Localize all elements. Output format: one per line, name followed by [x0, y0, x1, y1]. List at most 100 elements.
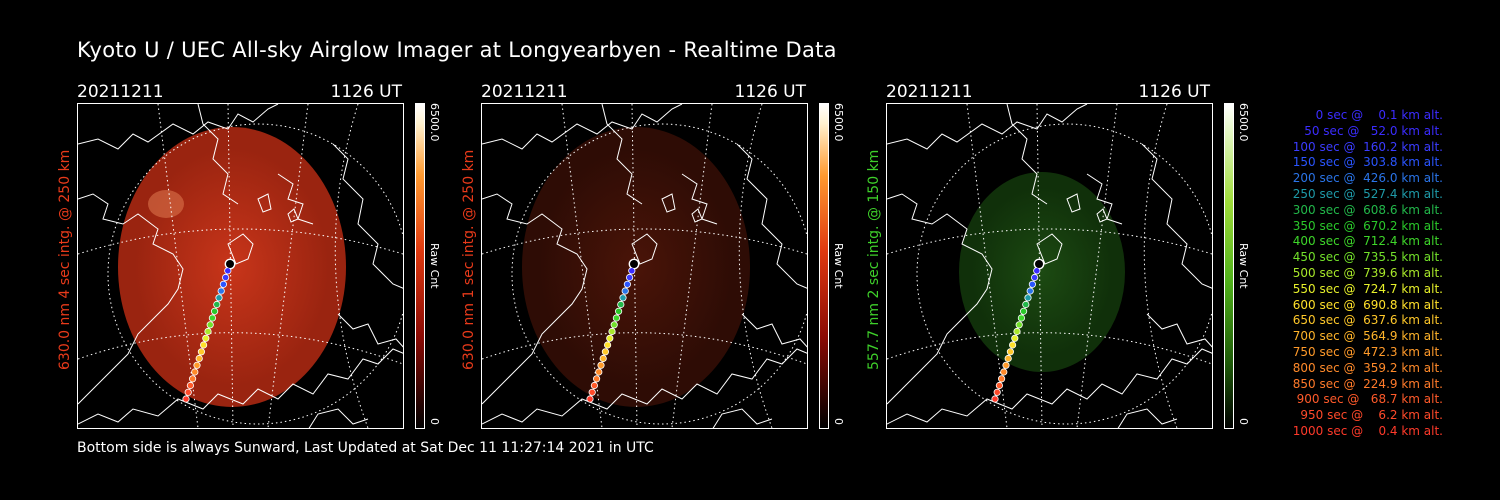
trajectory-point: [593, 375, 601, 383]
panel-3-side-label: 557.7 nm 2 sec intg. @ 150 km: [866, 149, 882, 370]
trajectory-point: [606, 334, 614, 342]
trajectory-point: [217, 287, 225, 295]
trajectory-point: [1011, 334, 1019, 342]
trajectory-point: [619, 294, 627, 302]
trajectory-point: [184, 388, 192, 396]
trajectory-point: [608, 327, 616, 336]
trajectory-point: [586, 395, 594, 403]
trajectory-point: [1031, 273, 1039, 282]
trajectory-point: [195, 354, 203, 363]
trajectory-point: [991, 395, 999, 403]
coastline: [601, 104, 643, 205]
panel-2-colorbar-max: 6500.0: [832, 103, 845, 142]
trajectory-start: [630, 260, 638, 268]
coastline: [887, 348, 1212, 425]
panel-1-colorbar-max: 6500.0: [428, 103, 441, 142]
legend-entry: 800 sec @ 359.2 km alt.: [1288, 360, 1443, 375]
coastline: [78, 104, 279, 150]
panel-2-date: 20211211: [481, 82, 568, 102]
trajectory-point: [610, 321, 618, 329]
trajectory-point: [1028, 280, 1036, 288]
coastline: [287, 208, 299, 223]
legend-entry: 450 sec @ 735.5 km alt.: [1288, 250, 1443, 265]
trajectory-point: [1020, 307, 1028, 315]
legend-entry: 100 sec @ 160.2 km alt.: [1288, 139, 1443, 154]
trajectory-point: [193, 361, 201, 369]
trajectory-point: [599, 354, 607, 363]
coastline: [1117, 408, 1178, 428]
trajectory-point: [628, 267, 636, 275]
coastline: [1096, 208, 1108, 223]
grid-line: [157, 104, 199, 428]
coastline: [332, 143, 403, 289]
panel-1-colorbar: [415, 103, 425, 429]
trajectory-point: [189, 375, 197, 383]
coastline: [741, 313, 807, 348]
coastline: [227, 233, 254, 265]
trajectory-point: [222, 273, 230, 282]
legend-entry: 600 sec @ 690.8 km alt.: [1288, 297, 1443, 312]
trajectory-point: [1006, 348, 1015, 356]
page-title: Kyoto U / UEC All-sky Airglow Imager at …: [77, 38, 837, 62]
trajectory-point: [626, 273, 634, 282]
sky-disk: [959, 172, 1125, 372]
trajectory-point: [617, 300, 625, 309]
legend-entry: 1000 sec @ 0.4 km alt.: [1292, 423, 1443, 438]
trajectory-point: [1024, 294, 1032, 302]
trajectory-point: [200, 341, 208, 349]
trajectory-point: [206, 321, 214, 329]
trajectory-point: [1026, 287, 1034, 295]
panel-1-date: 20211211: [77, 82, 164, 102]
legend-entry: 300 sec @ 608.6 km alt.: [1288, 202, 1443, 217]
coastline: [1141, 143, 1212, 289]
coastline: [78, 348, 403, 425]
legend-entry: 550 sec @ 724.7 km alt.: [1288, 281, 1443, 296]
trajectory-point: [1000, 368, 1008, 376]
coastline: [482, 104, 683, 150]
legend-entry: 900 sec @ 68.7 km alt.: [1292, 392, 1443, 407]
coastline: [691, 208, 703, 223]
trajectory-start: [1035, 260, 1043, 268]
coastline: [736, 143, 807, 289]
trajectory-point: [995, 381, 1004, 390]
trajectory-point: [615, 307, 623, 315]
coastline: [661, 193, 676, 213]
coastline: [337, 313, 403, 348]
panel-1-colorbar-label: Raw Cnt: [428, 243, 441, 289]
coastline: [1036, 233, 1063, 265]
grid-line: [334, 104, 369, 428]
coastline: [1006, 104, 1048, 205]
trajectory-point: [1013, 327, 1021, 336]
legend-entry: 50 sec @ 52.0 km alt.: [1296, 123, 1443, 138]
trajectory-point: [601, 348, 610, 356]
panel-3-colorbar-min: 0: [1237, 418, 1250, 425]
legend-entry: 750 sec @ 472.3 km alt.: [1288, 344, 1443, 359]
trajectory-point: [219, 280, 227, 288]
legend-entry: 700 sec @ 564.9 km alt.: [1288, 329, 1443, 344]
trajectory-point: [623, 280, 631, 288]
grid-line: [671, 104, 713, 428]
trajectory-point: [215, 294, 223, 302]
panel-1-side-label: 630.0 nm 4 sec intg. @ 250 km: [57, 149, 73, 370]
trajectory-point: [993, 388, 1001, 396]
panel-1-colorbar-min: 0: [428, 418, 441, 425]
panel-3-colorbar-label: Raw Cnt: [1237, 243, 1250, 289]
footer-status: Bottom side is always Sunward, Last Upda…: [77, 440, 654, 456]
trajectory-point: [208, 314, 216, 322]
trajectory-point: [202, 334, 210, 342]
panel-3-time: 1126 UT: [1138, 82, 1211, 102]
coastline: [277, 173, 314, 225]
trajectory-point: [204, 327, 212, 336]
trajectory-point: [1009, 341, 1017, 349]
coastline: [482, 348, 807, 425]
trajectory-point: [612, 314, 620, 322]
panel-2-time: 1126 UT: [734, 82, 807, 102]
trajectory-point: [998, 375, 1006, 383]
legend-entry: 500 sec @ 739.6 km alt.: [1288, 265, 1443, 280]
panel-2-colorbar-min: 0: [832, 418, 845, 425]
panel-3-date: 20211211: [886, 82, 973, 102]
legend-entry: 0 sec @ 0.1 km alt.: [1304, 108, 1443, 122]
coastline: [197, 104, 239, 205]
trajectory-point: [191, 368, 199, 376]
panel-2-side-label: 630.0 nm 1 sec intg. @ 250 km: [461, 149, 477, 370]
